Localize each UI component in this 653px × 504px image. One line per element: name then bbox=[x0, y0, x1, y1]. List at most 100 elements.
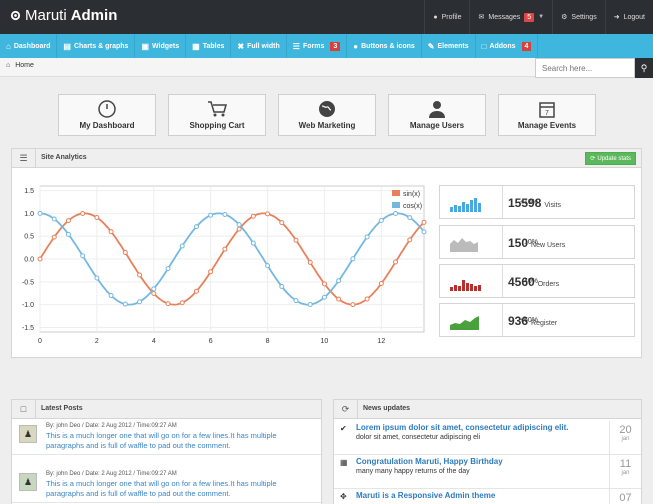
date-day: 07 bbox=[619, 492, 632, 504]
post-text[interactable]: This is a much longer one that will go o… bbox=[46, 479, 277, 498]
data-point bbox=[407, 237, 413, 243]
widget-title-bar: ⟳ News updates bbox=[334, 400, 641, 419]
data-point bbox=[51, 216, 57, 222]
nav-label: Elements bbox=[437, 42, 469, 50]
tile-web-marketing[interactable]: Web Marketing bbox=[278, 94, 376, 136]
search-input[interactable] bbox=[535, 58, 635, 78]
post-text[interactable]: This is a much longer one that will go o… bbox=[46, 431, 277, 450]
latest-posts-widget: □ Latest Posts bbox=[11, 399, 322, 504]
stat-pct: 10% bbox=[523, 239, 538, 246]
forms-badge: 3 bbox=[330, 41, 341, 51]
news-headline[interactable]: Lorem ipsum dolor sit amet, consectetur … bbox=[356, 423, 569, 432]
divider bbox=[502, 265, 503, 297]
nav-addons[interactable]: □ Addons 4 bbox=[476, 34, 539, 58]
pencil-icon: ✎ bbox=[427, 41, 435, 51]
stat-pct: +10% bbox=[519, 199, 538, 206]
dashboard-icon bbox=[98, 100, 116, 118]
list-item[interactable]: ♟ By: john Deo / Date: 2 Aug 2012 / Time… bbox=[12, 421, 321, 455]
profile-link[interactable]: ● Profile bbox=[424, 0, 469, 34]
data-point bbox=[94, 215, 100, 221]
data-point bbox=[208, 212, 214, 218]
legend-label: sin(x) bbox=[403, 191, 420, 198]
check-circle-icon: ✔ bbox=[340, 424, 347, 433]
nav-forms[interactable]: ☰ Forms 3 bbox=[287, 34, 348, 58]
stat-label: Visits bbox=[544, 202, 561, 209]
data-point bbox=[137, 272, 143, 278]
stat-pct: -40% bbox=[521, 278, 538, 285]
nav-tables[interactable]: ▦ Tables bbox=[186, 34, 232, 58]
stat-new-users: 10% 150 New Users bbox=[439, 225, 635, 259]
cart-icon bbox=[208, 101, 227, 117]
x-tick-label: 0 bbox=[38, 338, 42, 345]
brand-logo[interactable]: Maruti Admin bbox=[10, 7, 117, 24]
stat-number: 15598 bbox=[508, 196, 542, 210]
caret-down-icon: ▼ bbox=[538, 14, 545, 20]
search-button[interactable]: ⚲ bbox=[635, 58, 653, 78]
file-icon: □ bbox=[12, 400, 36, 418]
home-icon: ⌂ bbox=[6, 41, 11, 51]
avatar: ♟ bbox=[19, 425, 37, 443]
data-point bbox=[108, 229, 114, 235]
stat-label: New Users bbox=[531, 242, 566, 249]
nav-elements[interactable]: ✎ Elements bbox=[422, 34, 476, 58]
update-stats-button[interactable]: ⟳ Update stats bbox=[585, 152, 636, 165]
data-point bbox=[137, 299, 143, 305]
inbox-icon: ▣ bbox=[141, 41, 149, 51]
tile-manage-users[interactable]: Manage Users bbox=[388, 94, 486, 136]
nav-label: Tables bbox=[202, 42, 225, 50]
breadcrumb-home[interactable]: Home bbox=[15, 62, 34, 69]
news-headline[interactable]: Congratulation Maruti, Happy Birthday bbox=[356, 457, 503, 466]
list-item[interactable]: ✥ Maruti is a Responsive Admin theme 07 bbox=[334, 489, 641, 504]
stat-value: 936 Register bbox=[508, 314, 557, 328]
news-sub: many many happy returns of the day bbox=[356, 468, 470, 475]
messages-label: Messages bbox=[488, 13, 521, 21]
messages-link[interactable]: ✉ Messages 5 ▼ bbox=[469, 0, 552, 34]
logout-link[interactable]: ➜ Logout bbox=[604, 0, 653, 34]
news-sub: dolor sit amet, consectetur adipiscing e… bbox=[356, 434, 481, 441]
nav-charts[interactable]: ▤ Charts & graphs bbox=[57, 34, 136, 58]
list-icon: ☰ bbox=[12, 149, 36, 167]
series-line-sin bbox=[39, 212, 424, 306]
addons-badge: 4 bbox=[521, 41, 532, 51]
data-point bbox=[65, 231, 71, 237]
data-point bbox=[179, 300, 185, 306]
nav-buttons[interactable]: ● Buttons & icons bbox=[347, 34, 422, 58]
stat-value: 150 New Users bbox=[508, 236, 565, 250]
list-item[interactable]: ♟ By: john Deo / Date: 2 Aug 2012 / Time… bbox=[12, 469, 321, 503]
data-point bbox=[378, 217, 384, 223]
date-month: jan bbox=[621, 436, 630, 442]
data-point bbox=[364, 296, 370, 302]
tile-shopping-cart[interactable]: Shopping Cart bbox=[168, 94, 266, 136]
tile-label: Manage Events bbox=[517, 121, 577, 130]
tile-manage-events[interactable]: 7 Manage Events bbox=[498, 94, 596, 136]
data-point bbox=[378, 280, 384, 286]
divider bbox=[502, 186, 503, 218]
news-date: 07 bbox=[609, 489, 641, 504]
analytics-chart: 1.5 1.0 0.5 0.0 -0.5 -1.0 -1.5 0 2 4 6 8 10 12 sin(x) c… bbox=[22, 185, 427, 345]
grid-icon: ▦ bbox=[340, 458, 348, 467]
news-headline[interactable]: Maruti is a Responsive Admin theme bbox=[356, 491, 496, 500]
settings-link[interactable]: ⚙ Settings bbox=[552, 0, 605, 34]
series-line-cos bbox=[40, 212, 424, 306]
stat-number: 936 bbox=[508, 314, 529, 328]
update-stats-label: Update stats bbox=[597, 155, 631, 162]
nav-label: Forms bbox=[302, 42, 325, 50]
gear-icon bbox=[10, 10, 21, 21]
bar-chart-icon: ▤ bbox=[63, 41, 71, 51]
list-item[interactable]: ✔ Lorem ipsum dolor sit amet, consectetu… bbox=[334, 421, 641, 455]
breadcrumb[interactable]: ⌂ Home bbox=[6, 62, 34, 69]
data-point bbox=[208, 269, 214, 275]
data-point bbox=[151, 286, 157, 292]
tile-my-dashboard[interactable]: My Dashboard bbox=[58, 94, 156, 136]
nav-full-width[interactable]: ✖ Full width bbox=[231, 34, 287, 58]
move-icon: ✥ bbox=[340, 492, 347, 501]
data-point bbox=[307, 301, 313, 307]
home-icon: ⌂ bbox=[6, 62, 11, 69]
brand-light: Maruti bbox=[25, 7, 67, 24]
nav-label: Widgets bbox=[152, 42, 180, 50]
nav-widgets[interactable]: ▣ Widgets bbox=[135, 34, 187, 58]
list-item[interactable]: ▦ Congratulation Maruti, Happy Birthday … bbox=[334, 455, 641, 489]
logout-label: Logout bbox=[623, 13, 645, 21]
stat-pct: +60% bbox=[519, 317, 538, 324]
nav-dashboard[interactable]: ⌂ Dashboard bbox=[0, 34, 58, 58]
